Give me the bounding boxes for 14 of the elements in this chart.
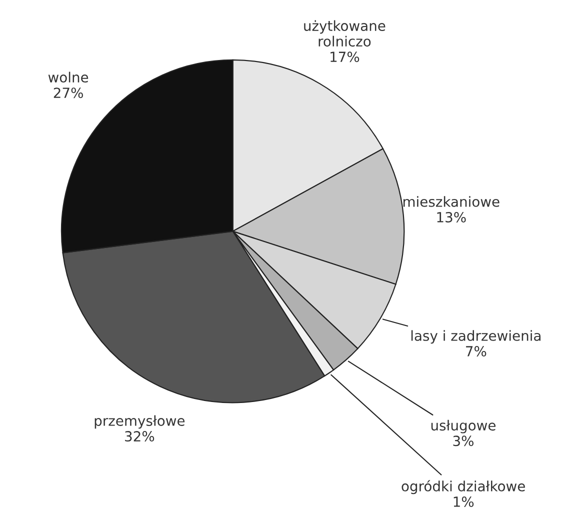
slice-label: mieszkaniowe	[403, 196, 500, 207]
slice-label: lasy i zadrzewienia	[411, 330, 540, 344]
slice-label: usługowe	[431, 420, 496, 434]
slice-label: przemysłowe	[94, 415, 185, 429]
slice-label: ogródki działkowe	[402, 480, 525, 494]
data-label: 32%	[125, 431, 154, 442]
data-label: 7%	[466, 346, 486, 356]
data-label: 3%	[453, 436, 474, 446]
data-label: 13%	[437, 212, 466, 222]
data-label: 27%	[54, 88, 83, 98]
slice-label: wolne	[48, 72, 88, 83]
slice-label: użytkowane rolniczo	[304, 20, 386, 47]
data-label: 17%	[330, 52, 360, 62]
data-label: 1%	[454, 496, 474, 507]
